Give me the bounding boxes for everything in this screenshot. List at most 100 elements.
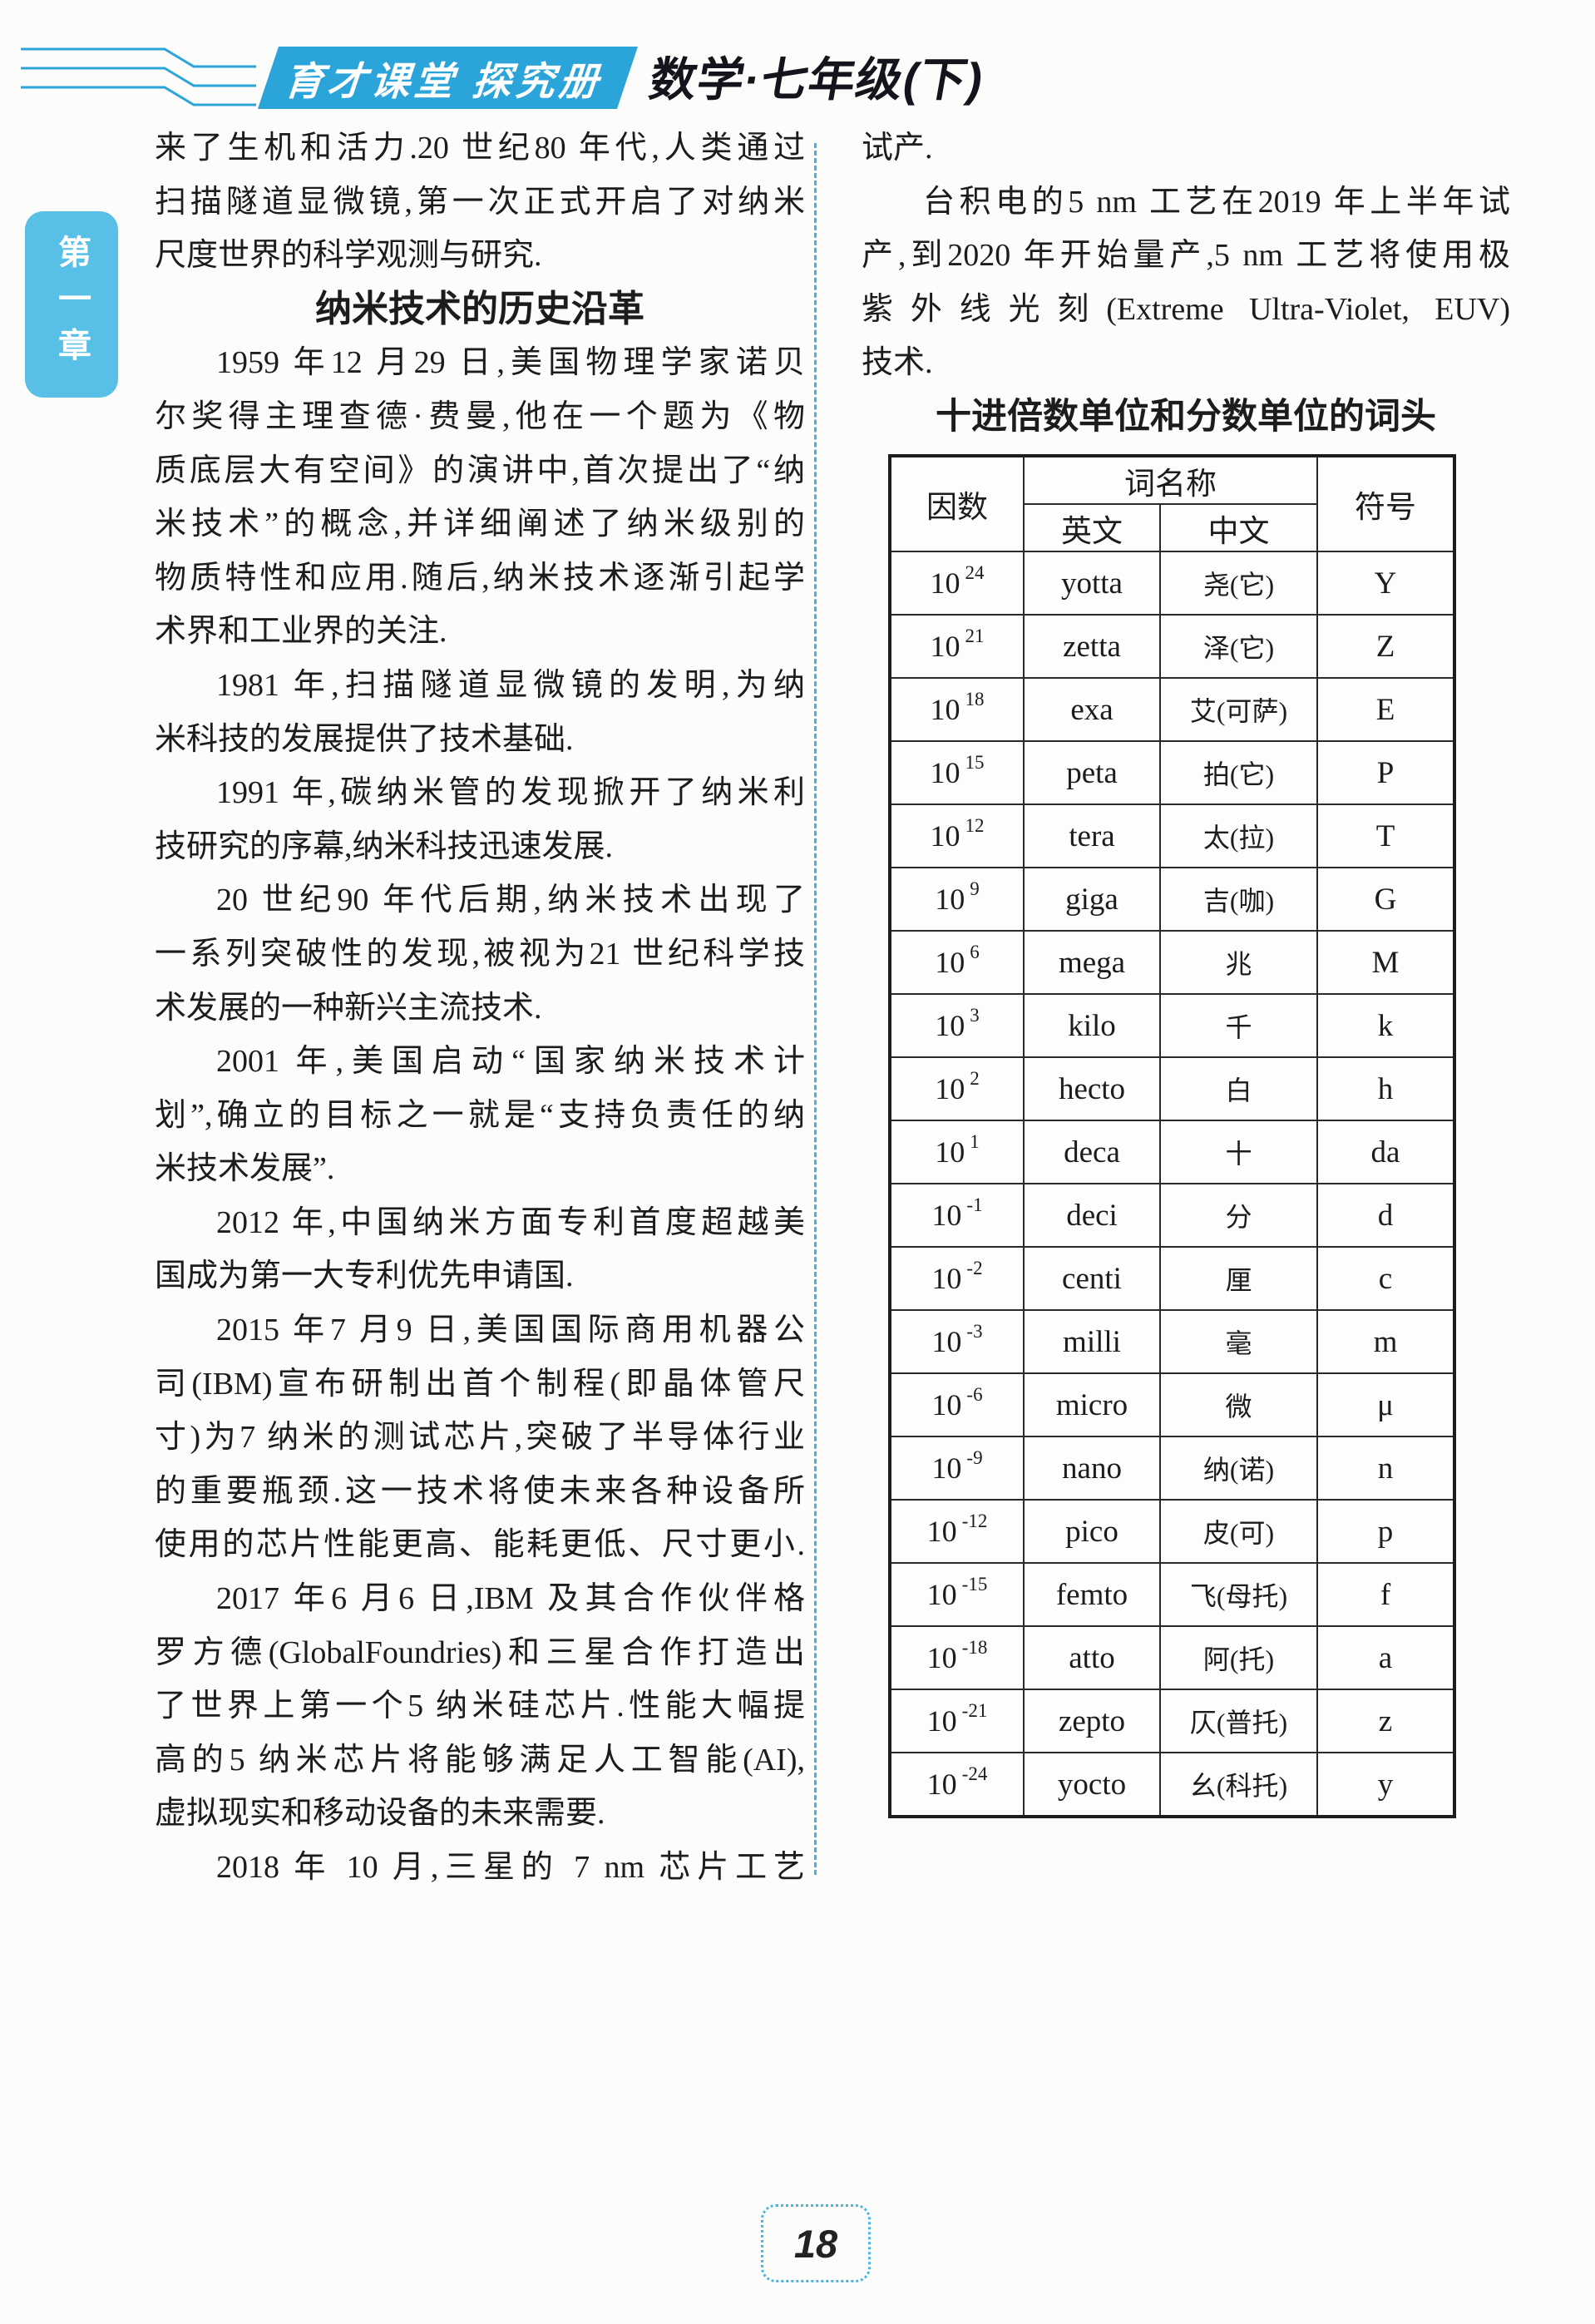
symbol-cell: P (1316, 740, 1455, 805)
text-line: 来了生机和活力.20 世纪80 年代,人类通过 (155, 131, 805, 166)
symbol-cell: da (1316, 1120, 1455, 1184)
english-cell: milli (1023, 1309, 1161, 1374)
text-line: 2015 年7 月9 日,美国国际商用机器公 (216, 1313, 805, 1348)
english-cell: tera (1023, 804, 1161, 868)
english-cell: nano (1023, 1436, 1161, 1501)
factor-cell: 10 18 (889, 677, 1025, 742)
chapter-tab: 第一章 (25, 211, 118, 398)
table-row: 10 3 kilo 千 k (889, 993, 1455, 1058)
left-column: 来了生机和活力.20 世纪80 年代,人类通过 扫描隧道显微镜,第一次正式开启了对… (155, 121, 805, 1895)
symbol-cell: T (1316, 804, 1455, 868)
text-line: 20 世纪90 年代后期,纳米技术出现了 (216, 883, 805, 918)
col-header-chinese: 中文 (1159, 503, 1318, 552)
table-row: 10 -21 zepto 仄(普托) z (889, 1689, 1455, 1753)
table-row: 10 1 deca 十 da (889, 1120, 1455, 1184)
chinese-cell: 太(拉) (1159, 804, 1318, 868)
english-cell: hecto (1023, 1056, 1161, 1121)
text-line: 国成为第一大专利优先申请国. (155, 1258, 574, 1294)
text-line: 米技术发展”. (155, 1151, 335, 1187)
symbol-cell: k (1316, 993, 1455, 1058)
text-line: 罗方德(GlobalFoundries)和三星合作打造出 (155, 1634, 805, 1670)
text-line: 了世界上第一个5 纳米硅芯片.性能大幅提 (155, 1689, 805, 1724)
page-number: 18 (793, 2221, 838, 2266)
factor-cell: 10 24 (889, 551, 1025, 616)
english-cell: mega (1023, 930, 1161, 995)
text-line: 术发展的一种新兴主流技术. (155, 990, 542, 1026)
text-line: 术界和工业界的关注. (155, 614, 447, 650)
english-cell: yocto (1023, 1752, 1161, 1817)
table-title: 十进倍数单位和分数单位的词头 (936, 398, 1436, 437)
symbol-cell: Y (1316, 551, 1455, 616)
factor-cell: 10 3 (889, 993, 1025, 1058)
table-row: 10 18 exa 艾(可萨) E (889, 677, 1455, 742)
factor-cell: 10 -12 (889, 1499, 1025, 1564)
english-cell: deci (1023, 1183, 1161, 1248)
text-line: 1959 年12 月29 日,美国物理学家诺贝 (216, 345, 805, 381)
text-line: 米技术”的概念,并详细阐述了纳米级别的 (155, 507, 805, 542)
table-row: 10 9 giga 吉(咖) G (889, 867, 1455, 932)
text-line: 尔奖得主理查德·费曼,他在一个题为《物 (155, 398, 805, 434)
chinese-cell: 兆 (1159, 930, 1318, 995)
chinese-cell: 拍(它) (1159, 740, 1318, 805)
english-cell: exa (1023, 677, 1161, 742)
factor-cell: 10 -18 (889, 1625, 1025, 1690)
chinese-cell: 飞(母托) (1159, 1562, 1318, 1627)
factor-cell: 10 -9 (889, 1436, 1025, 1501)
english-cell: deca (1023, 1120, 1161, 1184)
chinese-cell: 尧(它) (1159, 551, 1318, 616)
english-cell: atto (1023, 1625, 1161, 1690)
text-line: 紫外线光刻(Extreme Ultra-Violet, EUV) (862, 291, 1510, 327)
section-heading: 纳米技术的历史沿革 (315, 288, 644, 329)
text-line: 使用的芯片性能更高、能耗更低、尺寸更小. (155, 1527, 805, 1563)
factor-cell: 10 -21 (889, 1689, 1025, 1753)
chinese-cell: 艾(可萨) (1159, 677, 1318, 742)
symbol-cell: y (1316, 1752, 1455, 1817)
symbol-cell: d (1316, 1183, 1455, 1248)
text-line: 技术. (862, 345, 933, 381)
table-row: 10 -24 yocto 幺(科托) y (889, 1752, 1455, 1817)
factor-cell: 10 2 (889, 1056, 1025, 1121)
text-line: 质底层大有空间》的演讲中,首次提出了“纳 (155, 452, 805, 488)
chinese-cell: 仄(普托) (1159, 1689, 1318, 1753)
factor-cell: 10 15 (889, 740, 1025, 805)
table-row: 10 -18 atto 阿(托) a (889, 1625, 1455, 1690)
chinese-cell: 微 (1159, 1372, 1318, 1437)
table-row: 10 -3 milli 毫 m (889, 1309, 1455, 1374)
factor-cell: 10 -15 (889, 1562, 1025, 1627)
text-line: 技研究的序幕,纳米科技迅速发展. (155, 828, 614, 864)
chinese-cell: 泽(它) (1159, 614, 1318, 679)
symbol-cell: m (1316, 1309, 1455, 1374)
col-header-english: 英文 (1023, 503, 1161, 552)
symbol-cell: G (1316, 867, 1455, 932)
symbol-cell: z (1316, 1689, 1455, 1753)
text-line: 2012 年,中国纳米方面专利首度超越美 (216, 1204, 805, 1240)
symbol-cell: f (1316, 1562, 1455, 1627)
symbol-cell: p (1316, 1499, 1455, 1564)
english-cell: micro (1023, 1372, 1161, 1437)
chinese-cell: 皮(可) (1159, 1499, 1318, 1564)
text-line: 司(IBM)宣布研制出首个制程(即晶体管尺 (155, 1366, 805, 1402)
chinese-cell: 白 (1159, 1056, 1318, 1121)
chinese-cell: 十 (1159, 1120, 1318, 1184)
text-line: 2001 年,美国启动“国家纳米技术计 (216, 1044, 805, 1080)
symbol-cell: n (1316, 1436, 1455, 1501)
factor-cell: 10 21 (889, 614, 1025, 679)
text-line: 2018 年 10 月,三星的 7 nm 芯片工艺 (216, 1850, 805, 1885)
table-row: 10 24 yotta 尧(它) Y (889, 551, 1455, 616)
english-cell: zetta (1023, 614, 1161, 679)
symbol-cell: c (1316, 1246, 1455, 1311)
factor-cell: 10 1 (889, 1120, 1025, 1184)
text-line: 1991 年,碳纳米管的发现掀开了纳米利 (216, 775, 805, 811)
factor-cell: 10 -24 (889, 1752, 1025, 1817)
factor-cell: 10 -1 (889, 1183, 1025, 1248)
text-line: 产,到2020 年开始量产,5 nm 工艺将使用极 (862, 238, 1510, 274)
chinese-cell: 千 (1159, 993, 1318, 1058)
column-divider (814, 143, 817, 1875)
english-cell: femto (1023, 1562, 1161, 1627)
text-line: 米科技的发展提供了技术基础. (155, 721, 574, 757)
text-line: 寸)为7 纳米的测试芯片,突破了半导体行业 (155, 1420, 805, 1456)
factor-cell: 10 -6 (889, 1372, 1025, 1437)
text-line: 物质特性和应用.随后,纳米技术逐渐引起学 (155, 560, 805, 596)
english-cell: kilo (1023, 993, 1161, 1058)
brand-banner: 育才课堂 探究册 (257, 47, 638, 109)
